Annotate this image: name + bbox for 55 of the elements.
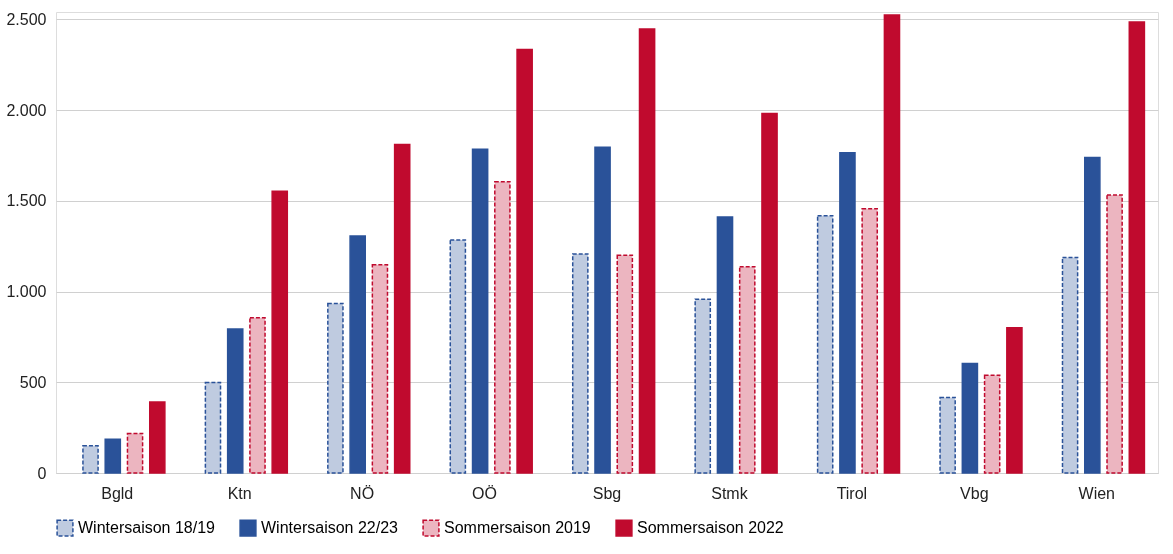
bar	[694, 298, 712, 474]
x-tick-label: Vbg	[960, 484, 989, 502]
bar	[271, 190, 289, 474]
bar	[816, 214, 834, 474]
bar	[961, 362, 979, 474]
bar	[516, 48, 533, 474]
bar	[327, 302, 344, 474]
bar	[594, 146, 611, 474]
legend-label: Wintersaison 18/19	[78, 519, 216, 537]
y-tick-label: 500	[19, 373, 47, 391]
bar	[1106, 194, 1123, 474]
x-tick-label: OÖ	[472, 484, 497, 502]
bar	[939, 396, 956, 474]
x-tick-label: Sbg	[592, 484, 622, 502]
bar	[983, 374, 1001, 474]
bar	[1128, 21, 1146, 474]
bar	[249, 317, 266, 474]
bar	[1006, 327, 1023, 474]
x-tick-label: Tirol	[836, 484, 868, 502]
y-tick-label: 1.000	[6, 283, 47, 300]
bar	[494, 180, 511, 474]
bar	[616, 254, 634, 474]
x-tick-label: Wien	[1078, 484, 1115, 502]
y-tick-label: 2.000	[6, 101, 47, 119]
bar	[638, 28, 656, 474]
bar	[449, 239, 467, 474]
bar	[1061, 256, 1079, 474]
bar	[571, 253, 589, 474]
bar	[716, 216, 734, 474]
bar	[371, 264, 389, 474]
bar	[126, 432, 144, 474]
bar	[738, 265, 756, 474]
bar	[148, 401, 166, 474]
legend-label: Sommersaison 2022	[637, 519, 784, 537]
bar	[861, 207, 879, 474]
y-tick-label: 0	[37, 464, 47, 482]
bar	[82, 445, 99, 474]
bar	[471, 148, 489, 474]
bar	[761, 112, 778, 474]
bar	[1084, 156, 1101, 474]
x-tick-label: Ktn	[227, 484, 252, 502]
x-tick-label: Bgld	[101, 484, 134, 502]
bar	[349, 235, 366, 474]
x-tick-label: NÖ	[350, 484, 375, 502]
legend-label: Sommersaison 2019	[444, 519, 591, 537]
bar	[104, 438, 122, 474]
y-tick-label: 2.500	[6, 10, 47, 28]
bar	[839, 152, 856, 474]
bar	[883, 14, 901, 474]
legend-label: Wintersaison 22/23	[261, 519, 399, 537]
bar	[393, 143, 411, 474]
y-tick-label: 1.500	[6, 192, 47, 210]
x-tick-label: Stmk	[711, 484, 749, 502]
bar	[204, 381, 222, 474]
bar	[226, 328, 244, 474]
